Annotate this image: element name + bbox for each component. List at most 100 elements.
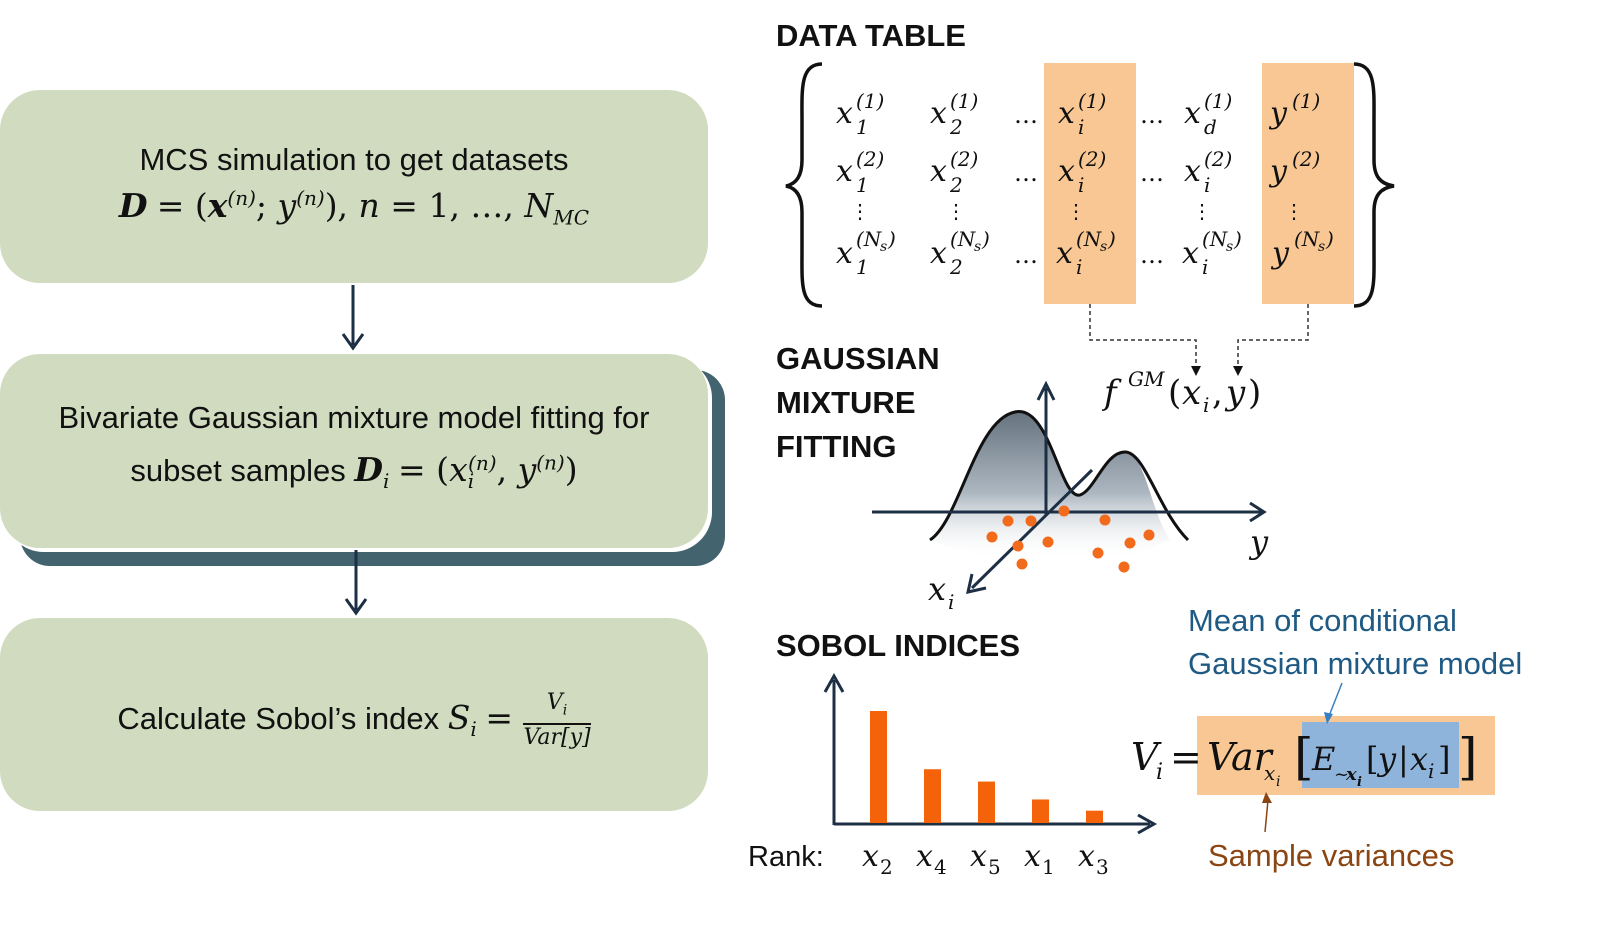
svg-text:⋮: ⋮ xyxy=(946,199,966,223)
conditional-mean-highlight xyxy=(1302,722,1459,788)
svg-text:i: i xyxy=(1428,759,1434,783)
svg-text:(2): (2) xyxy=(856,147,884,171)
svg-text:(1): (1) xyxy=(1204,89,1232,113)
svg-text:s: s xyxy=(880,239,887,255)
sobol-tick-label-x4: x xyxy=(916,839,933,874)
right-brace xyxy=(1353,62,1395,308)
svg-text:x: x xyxy=(930,96,947,131)
svg-text:y: y xyxy=(1268,96,1288,131)
svg-text:(2): (2) xyxy=(950,147,978,171)
svg-text:⋮: ⋮ xyxy=(1066,199,1086,223)
svg-text:i: i xyxy=(1203,393,1209,417)
svg-text:x: x xyxy=(930,236,947,271)
heading-gmm-line1: GAUSSIAN xyxy=(776,341,940,376)
gmm-axis-y-label: y xyxy=(1248,523,1269,561)
svg-text:]: ] xyxy=(1438,740,1450,778)
svg-text:(N: (N xyxy=(950,227,977,251)
annotation-sample-variances: Sample variances xyxy=(1208,838,1455,873)
flow-box-mcs-formula: D = (x(n); y(n)), n = 1, …, NMC xyxy=(118,186,590,230)
heading-gmm-line3: FITTING xyxy=(776,429,897,464)
svg-text:(N: (N xyxy=(1294,227,1321,251)
annotation-mean-conditional: Mean of conditional Gaussian mixture mod… xyxy=(1188,599,1522,685)
svg-text:1: 1 xyxy=(856,173,869,197)
svg-text:Var: Var xyxy=(1207,735,1275,779)
sobol-tick-label-x2: x xyxy=(862,839,879,874)
svg-text:i: i xyxy=(1156,760,1163,785)
svg-text:⋮: ⋮ xyxy=(1192,199,1212,223)
svg-text:2: 2 xyxy=(949,115,963,139)
svg-text:(2): (2) xyxy=(1292,147,1320,171)
svg-text:~: ~ xyxy=(1334,764,1349,785)
sobol-bar-x2 xyxy=(870,711,887,823)
svg-text:y: y xyxy=(1270,236,1290,271)
svg-text:s: s xyxy=(1100,239,1107,255)
svg-text:x: x xyxy=(1182,236,1199,271)
sobol-tick-sub-x2: 2 xyxy=(880,855,893,879)
svg-text:): ) xyxy=(887,227,896,251)
svg-text:=: = xyxy=(1170,735,1202,779)
flow-box-sobol-text: Calculate Sobol’s index Si = Vi Var[y] xyxy=(117,690,591,751)
svg-text:x: x xyxy=(1058,96,1075,131)
svg-text:i: i xyxy=(1078,173,1084,197)
svg-text:i: i xyxy=(1357,775,1362,790)
svg-text:x: x xyxy=(1058,154,1075,189)
svg-text:…: … xyxy=(1140,241,1164,269)
svg-text:y: y xyxy=(1376,740,1397,778)
svg-text:): ) xyxy=(981,227,990,251)
sobol-bar-x1 xyxy=(1032,799,1049,823)
sobol-tick-sub-x5: 5 xyxy=(988,855,1001,879)
svg-text:(N: (N xyxy=(856,227,883,251)
svg-text:(N: (N xyxy=(1202,227,1229,251)
sobol-tick-sub-x3: 3 xyxy=(1096,855,1109,879)
svg-text:(1): (1) xyxy=(856,89,884,113)
svg-text:(1): (1) xyxy=(1078,89,1106,113)
gmm-axis-xi-sub: i xyxy=(948,590,954,614)
svg-text:): ) xyxy=(1325,227,1334,251)
svg-text:x: x xyxy=(1410,740,1428,778)
svg-text:…: … xyxy=(1014,159,1038,187)
flow-box-mcs-title: MCS simulation to get datasets xyxy=(139,142,569,177)
svg-text:(N: (N xyxy=(1076,227,1103,251)
heading-gmm: GAUSSIAN MIXTURE FITTING xyxy=(776,337,940,469)
svg-text:): ) xyxy=(1107,227,1116,251)
svg-text:]: ] xyxy=(1458,728,1478,786)
svg-text:(1): (1) xyxy=(950,89,978,113)
svg-text:x: x xyxy=(1264,761,1275,785)
annotation-mean-line2: Gaussian mixture model xyxy=(1188,646,1523,681)
svg-text:…: … xyxy=(1014,241,1038,269)
svg-text:2: 2 xyxy=(949,255,963,279)
svg-text:(1): (1) xyxy=(1292,89,1320,113)
svg-text:x: x xyxy=(836,236,853,271)
flow-box-gmm: Bivariate Gaussian mixture model fitting… xyxy=(0,354,708,548)
svg-text:i: i xyxy=(1078,115,1084,139)
sobol-tick-sub-x1: 1 xyxy=(1042,855,1055,879)
highlight-column-xi xyxy=(1044,63,1136,304)
svg-text:GM: GM xyxy=(1128,367,1165,391)
flow-box-mcs: MCS simulation to get datasets D = (x(n)… xyxy=(0,90,708,283)
sobol-tick-label-x3: x xyxy=(1078,839,1095,874)
sobol-bar-x3 xyxy=(1086,810,1103,823)
svg-text:(: ( xyxy=(1168,373,1181,413)
svg-text:1: 1 xyxy=(856,255,869,279)
svg-text:[: [ xyxy=(1366,740,1378,778)
sobol-tick-sub-x4: 4 xyxy=(934,855,947,879)
svg-text:…: … xyxy=(1140,159,1164,187)
svg-text:x: x xyxy=(930,154,947,189)
svg-text:s: s xyxy=(1318,239,1325,255)
flow-box-sobol-prefix: Calculate Sobol’s index xyxy=(117,700,440,736)
svg-text:i: i xyxy=(1276,774,1280,790)
flow-box-gmm-line2: subset samples Di = (xi(n), y(n)) xyxy=(130,450,578,494)
svg-text:x: x xyxy=(836,96,853,131)
svg-text:[: [ xyxy=(1294,728,1314,786)
sobol-tick-label-x1: x xyxy=(1024,839,1041,874)
gmm-density-surface xyxy=(930,411,1170,560)
heading-data-table: DATA TABLE xyxy=(776,18,966,53)
sobol-rank-label: Rank: xyxy=(748,841,824,873)
svg-text:x: x xyxy=(1345,764,1357,785)
svg-text:y: y xyxy=(1224,373,1246,413)
left-brace xyxy=(785,62,823,308)
svg-text:x: x xyxy=(1182,373,1201,413)
svg-text:(2): (2) xyxy=(1204,147,1232,171)
